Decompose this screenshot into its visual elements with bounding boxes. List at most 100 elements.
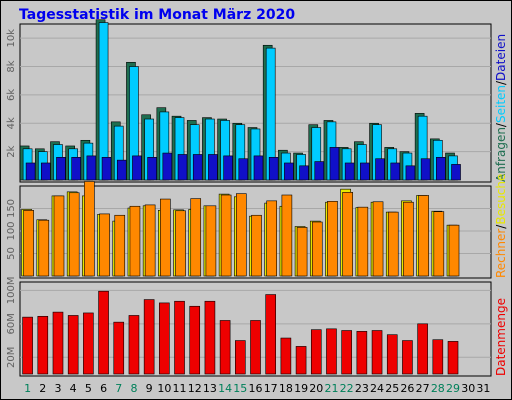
- bar-dateien-day-3: [56, 157, 66, 181]
- bar-datenmenge-day-1: [22, 316, 33, 375]
- bar-dateien-day-12: [192, 154, 203, 181]
- x-tick-label-day-24: 24: [370, 382, 384, 395]
- panel-traffic-ytick-label: 60M: [6, 313, 17, 334]
- bar-dateien-day-8: [132, 155, 142, 181]
- x-tick-label-day-30: 30: [461, 382, 475, 395]
- bar-datenmenge-day-19: [295, 346, 307, 375]
- x-tick-label-day-6: 6: [100, 382, 107, 395]
- x-tick-label-day-8: 8: [130, 382, 137, 395]
- bar-dateien-day-6: [101, 157, 112, 181]
- bar-dateien-day-14: [223, 155, 233, 181]
- bar-dateien-day-22: [344, 162, 355, 181]
- bar-rechner-day-29: [448, 224, 460, 277]
- bar-dateien-day-4: [71, 157, 81, 181]
- bar-rechner-day-23: [357, 206, 369, 277]
- bar-rechner-day-14: [220, 194, 232, 277]
- x-tick-label-day-29: 29: [446, 382, 460, 395]
- legend-separator: /: [494, 80, 508, 85]
- x-tick-label-day-23: 23: [355, 382, 369, 395]
- panel-requests-ytick-label: 2k: [6, 145, 17, 157]
- bar-rechner-day-4: [68, 192, 80, 277]
- bar-rechner-day-9: [144, 204, 156, 277]
- legend-group-2: Rechner/Besuche: [494, 174, 508, 278]
- bar-rechner-day-15: [236, 193, 247, 277]
- x-tick-label-day-2: 2: [39, 382, 46, 395]
- bar-datenmenge-day-8: [128, 315, 140, 375]
- bar-dateien-day-13: [208, 154, 218, 181]
- legend-label-datenmenge: Datenmenge: [494, 298, 508, 376]
- bar-rechner-day-21: [327, 201, 338, 277]
- x-tick-label-day-21: 21: [324, 382, 338, 395]
- bar-datenmenge-day-13: [204, 300, 216, 375]
- bar-rechner-day-10: [160, 198, 171, 277]
- bar-dateien-day-9: [147, 157, 157, 181]
- bar-rechner-day-6: [99, 213, 110, 277]
- bar-datenmenge-day-7: [113, 321, 125, 375]
- x-tick-label-day-11: 11: [173, 382, 187, 395]
- bar-datenmenge-day-6: [98, 290, 109, 375]
- bar-dateien-day-26: [405, 165, 416, 181]
- x-tick-label-day-31: 31: [476, 382, 490, 395]
- panel-requests-ytick-label: 10k: [6, 29, 17, 48]
- bar-rechner-day-16: [251, 214, 262, 277]
- bar-dateien-day-17: [268, 157, 279, 181]
- bar-dateien-day-25: [390, 162, 401, 181]
- x-tick-label-day-13: 13: [203, 382, 217, 395]
- x-tick-label-day-19: 19: [294, 382, 308, 395]
- bar-rechner-day-19: [296, 227, 308, 277]
- legend-group-3: Datenmenge: [494, 298, 508, 376]
- x-tick-label-day-18: 18: [279, 382, 293, 395]
- bar-rechner-day-11: [175, 210, 186, 277]
- bar-rechner-day-5: [84, 181, 95, 277]
- bar-dateien-day-23: [360, 162, 370, 181]
- x-tick-label-day-1: 1: [24, 382, 31, 395]
- bar-rechner-day-26: [403, 201, 414, 277]
- bar-seiten-day-6: [98, 22, 109, 181]
- x-tick-label-day-4: 4: [70, 382, 77, 395]
- bar-dateien-day-21: [329, 147, 340, 181]
- bar-datenmenge-day-22: [341, 330, 352, 375]
- x-tick-label-day-12: 12: [188, 382, 202, 395]
- bar-rechner-day-17: [266, 200, 277, 277]
- bar-dateien-day-29: [451, 164, 461, 181]
- x-tick-label-day-7: 7: [115, 382, 122, 395]
- x-tick-label-day-16: 16: [249, 382, 263, 395]
- bar-datenmenge-day-23: [356, 331, 368, 375]
- bar-datenmenge-day-18: [280, 337, 292, 375]
- x-tick-label-day-3: 3: [54, 382, 61, 395]
- bar-dateien-day-16: [253, 155, 264, 181]
- x-tick-label-day-28: 28: [431, 382, 445, 395]
- bar-rechner-day-22: [342, 192, 353, 277]
- bar-rechner-day-8: [129, 205, 141, 277]
- bar-dateien-day-20: [314, 161, 325, 181]
- bar-dateien-day-15: [238, 158, 249, 181]
- chart-title: Tagesstatistik im Monat März 2020: [19, 7, 295, 23]
- x-tick-label-day-25: 25: [385, 382, 399, 395]
- bar-datenmenge-day-27: [417, 323, 428, 375]
- bar-datenmenge-day-2: [37, 315, 49, 375]
- bar-rechner-day-3: [53, 195, 65, 277]
- panel-requests-ytick-label: 4k: [6, 117, 17, 129]
- bar-rechner-day-18: [281, 194, 293, 277]
- bar-dateien-day-10: [162, 152, 173, 181]
- bar-datenmenge-day-11: [174, 300, 185, 375]
- bar-datenmenge-day-28: [432, 339, 444, 375]
- bar-dateien-day-28: [436, 157, 446, 181]
- bar-rechner-day-2: [38, 219, 50, 277]
- bar-rechner-day-7: [114, 214, 126, 277]
- bar-datenmenge-day-25: [386, 334, 398, 375]
- bar-rechner-day-12: [190, 198, 202, 277]
- legend-label-anfragen: Anfragen: [494, 127, 508, 182]
- legend-separator: /: [494, 224, 508, 229]
- bar-datenmenge-day-9: [143, 299, 155, 375]
- bar-datenmenge-day-24: [371, 330, 383, 375]
- legend-label-dateien: Dateien: [494, 34, 508, 81]
- x-tick-label-day-5: 5: [85, 382, 92, 395]
- bar-datenmenge-day-17: [265, 294, 276, 375]
- bar-datenmenge-day-4: [67, 315, 79, 375]
- bar-datenmenge-day-5: [83, 312, 94, 375]
- legend-label-seiten: Seiten: [494, 85, 508, 123]
- panel-requests-ytick-label: 8k: [6, 60, 17, 72]
- panel-visits-ytick-label: 100: [6, 221, 17, 240]
